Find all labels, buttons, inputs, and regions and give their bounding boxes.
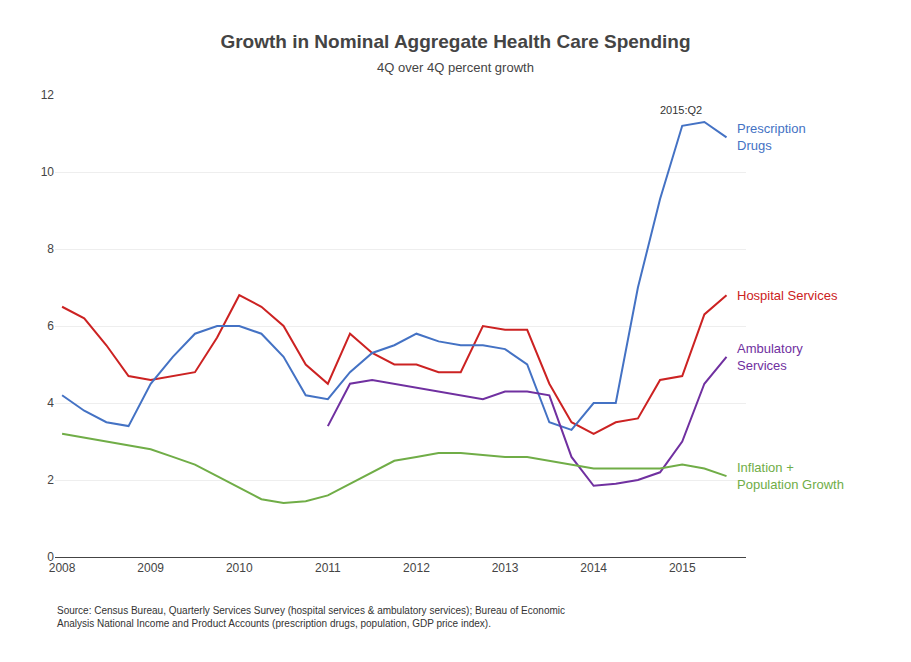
svg-text:8: 8 <box>47 242 54 256</box>
svg-text:PrescriptionDrugs: PrescriptionDrugs <box>737 121 806 153</box>
svg-text:2015: 2015 <box>669 561 696 575</box>
svg-text:Hospital Services: Hospital Services <box>737 288 838 303</box>
svg-text:2011: 2011 <box>315 561 341 575</box>
svg-text:2013: 2013 <box>492 561 519 575</box>
svg-text:2010: 2010 <box>226 561 253 575</box>
svg-text:12: 12 <box>41 88 55 102</box>
svg-text:2015:Q2: 2015:Q2 <box>660 104 702 116</box>
svg-text:6: 6 <box>47 319 54 333</box>
svg-text:4Q over 4Q percent growth: 4Q over 4Q percent growth <box>377 60 534 75</box>
svg-text:2: 2 <box>47 473 54 487</box>
svg-text:2008: 2008 <box>49 561 76 575</box>
svg-text:2009: 2009 <box>137 561 164 575</box>
svg-text:2014: 2014 <box>580 561 607 575</box>
svg-text:2012: 2012 <box>403 561 430 575</box>
svg-text:0: 0 <box>47 550 54 564</box>
svg-text:Inflation +Population Growth: Inflation +Population Growth <box>737 460 844 492</box>
svg-text:4: 4 <box>47 396 54 410</box>
svg-text:10: 10 <box>41 165 55 179</box>
svg-text:AmbulatoryServices: AmbulatoryServices <box>737 341 803 373</box>
svg-text:Growth in Nominal Aggregate He: Growth in Nominal Aggregate Health Care … <box>220 31 690 52</box>
svg-text:Source: Census Bureau, Quarter: Source: Census Bureau, Quarterly Service… <box>57 605 565 629</box>
